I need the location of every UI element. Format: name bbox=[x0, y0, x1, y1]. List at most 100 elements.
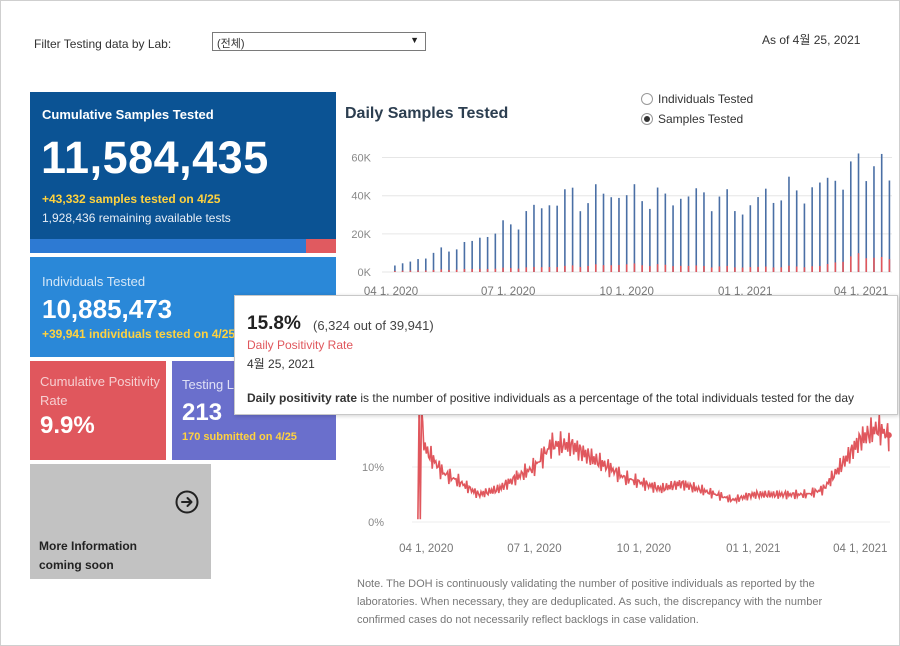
samples-bar[interactable] bbox=[610, 197, 613, 272]
samples-bar[interactable] bbox=[440, 247, 443, 272]
positive-bar[interactable] bbox=[749, 267, 752, 272]
positive-bar[interactable] bbox=[641, 265, 643, 272]
positive-bar[interactable] bbox=[849, 256, 852, 272]
samples-bar[interactable] bbox=[718, 196, 721, 272]
positive-bar[interactable] bbox=[486, 268, 489, 272]
positive-bar[interactable] bbox=[394, 270, 396, 272]
positive-bar[interactable] bbox=[579, 266, 582, 272]
samples-bar[interactable] bbox=[540, 208, 543, 272]
positive-bar[interactable] bbox=[455, 269, 458, 272]
positive-bar[interactable] bbox=[741, 267, 744, 272]
positive-bar[interactable] bbox=[649, 266, 651, 272]
positive-bar[interactable] bbox=[672, 266, 674, 272]
samples-bar[interactable] bbox=[849, 161, 852, 272]
samples-bar[interactable] bbox=[409, 261, 412, 272]
samples-bar[interactable] bbox=[734, 211, 736, 272]
positive-bar[interactable] bbox=[417, 270, 419, 272]
positivity-rate-chart[interactable]: 10% 0% 04 1, 2020 07 1, 2020 10 1, 2020 01 1… bbox=[340, 410, 898, 560]
radio-individuals-tested[interactable]: Individuals Tested bbox=[641, 89, 753, 109]
samples-bar[interactable] bbox=[880, 153, 883, 272]
samples-bar[interactable] bbox=[448, 251, 450, 272]
samples-bar[interactable] bbox=[463, 241, 466, 272]
positive-bar[interactable] bbox=[540, 267, 543, 272]
samples-bar[interactable] bbox=[602, 193, 605, 272]
samples-bar[interactable] bbox=[394, 265, 396, 272]
positive-bar[interactable] bbox=[409, 270, 412, 272]
positive-bar[interactable] bbox=[587, 265, 589, 272]
positivity-rate-card[interactable]: Cumulative Positivity Rate 9.9% bbox=[30, 361, 166, 460]
cumulative-samples-card[interactable]: Cumulative Samples Tested 11,584,435 +43… bbox=[30, 92, 336, 253]
positive-bar[interactable] bbox=[494, 268, 497, 272]
positive-bar[interactable] bbox=[865, 258, 868, 272]
samples-bar[interactable] bbox=[726, 189, 728, 272]
samples-bar[interactable] bbox=[865, 181, 868, 272]
samples-bar[interactable] bbox=[564, 189, 566, 272]
positive-bar[interactable] bbox=[695, 265, 698, 272]
more-info-card[interactable]: More Information coming soon bbox=[30, 464, 211, 579]
positive-bar[interactable] bbox=[819, 266, 821, 272]
positive-bar[interactable] bbox=[780, 267, 783, 272]
positive-bar[interactable] bbox=[548, 267, 551, 272]
samples-bar[interactable] bbox=[687, 196, 690, 272]
samples-bar[interactable] bbox=[764, 188, 767, 272]
positive-bar[interactable] bbox=[463, 268, 466, 272]
positive-bar[interactable] bbox=[602, 265, 605, 272]
samples-bar[interactable] bbox=[517, 229, 520, 272]
positive-bar[interactable] bbox=[432, 269, 435, 272]
positive-bar[interactable] bbox=[664, 264, 667, 272]
positive-bar[interactable] bbox=[726, 265, 728, 272]
samples-bar[interactable] bbox=[649, 208, 651, 272]
samples-bar[interactable] bbox=[494, 233, 497, 272]
positive-bar[interactable] bbox=[509, 268, 512, 272]
positive-bar[interactable] bbox=[888, 259, 891, 272]
samples-bar[interactable] bbox=[579, 211, 582, 272]
positive-bar[interactable] bbox=[618, 264, 620, 272]
samples-bar[interactable] bbox=[679, 198, 682, 272]
samples-bar[interactable] bbox=[594, 184, 597, 272]
positive-bar[interactable] bbox=[710, 267, 713, 272]
samples-bar[interactable] bbox=[772, 202, 775, 272]
positive-bar[interactable] bbox=[610, 265, 613, 272]
samples-bar[interactable] bbox=[780, 200, 783, 272]
positive-bar[interactable] bbox=[873, 257, 875, 272]
positive-bar[interactable] bbox=[633, 263, 636, 272]
positive-bar[interactable] bbox=[479, 268, 481, 272]
positive-bar[interactable] bbox=[571, 265, 574, 272]
samples-bar[interactable] bbox=[757, 197, 759, 272]
samples-bar[interactable] bbox=[533, 204, 535, 272]
positive-bar[interactable] bbox=[656, 264, 659, 272]
samples-bar[interactable] bbox=[888, 180, 891, 272]
positive-bar[interactable] bbox=[448, 269, 450, 272]
positive-bar[interactable] bbox=[594, 264, 597, 272]
samples-bar[interactable] bbox=[401, 263, 404, 272]
positive-bar[interactable] bbox=[788, 265, 790, 272]
positive-bar[interactable] bbox=[811, 266, 813, 272]
samples-bar[interactable] bbox=[826, 177, 829, 272]
samples-bar[interactable] bbox=[455, 249, 458, 272]
samples-bar[interactable] bbox=[633, 184, 636, 272]
samples-bar[interactable] bbox=[703, 192, 705, 272]
positive-bar[interactable] bbox=[525, 267, 528, 272]
positive-bar[interactable] bbox=[834, 262, 837, 272]
positive-bar[interactable] bbox=[471, 268, 473, 272]
samples-bar[interactable] bbox=[834, 180, 837, 272]
samples-bar[interactable] bbox=[795, 190, 798, 272]
samples-bar[interactable] bbox=[417, 259, 419, 272]
samples-bar[interactable] bbox=[625, 195, 628, 272]
samples-bar[interactable] bbox=[432, 252, 435, 272]
lab-filter-select[interactable]: (전체) ▼ bbox=[212, 32, 426, 51]
samples-bar[interactable] bbox=[819, 182, 821, 272]
positive-bar[interactable] bbox=[625, 264, 628, 272]
positive-bar[interactable] bbox=[772, 267, 775, 272]
positive-bar[interactable] bbox=[517, 268, 520, 272]
positive-bar[interactable] bbox=[533, 266, 535, 272]
positive-bar[interactable] bbox=[803, 267, 806, 272]
samples-bar[interactable] bbox=[479, 237, 481, 272]
samples-bar[interactable] bbox=[811, 187, 813, 272]
positive-bar[interactable] bbox=[734, 267, 736, 272]
samples-bar[interactable] bbox=[618, 197, 620, 272]
samples-bar[interactable] bbox=[656, 187, 659, 272]
samples-bar[interactable] bbox=[571, 187, 574, 272]
positive-bar[interactable] bbox=[795, 266, 798, 272]
samples-bar[interactable] bbox=[672, 205, 674, 272]
